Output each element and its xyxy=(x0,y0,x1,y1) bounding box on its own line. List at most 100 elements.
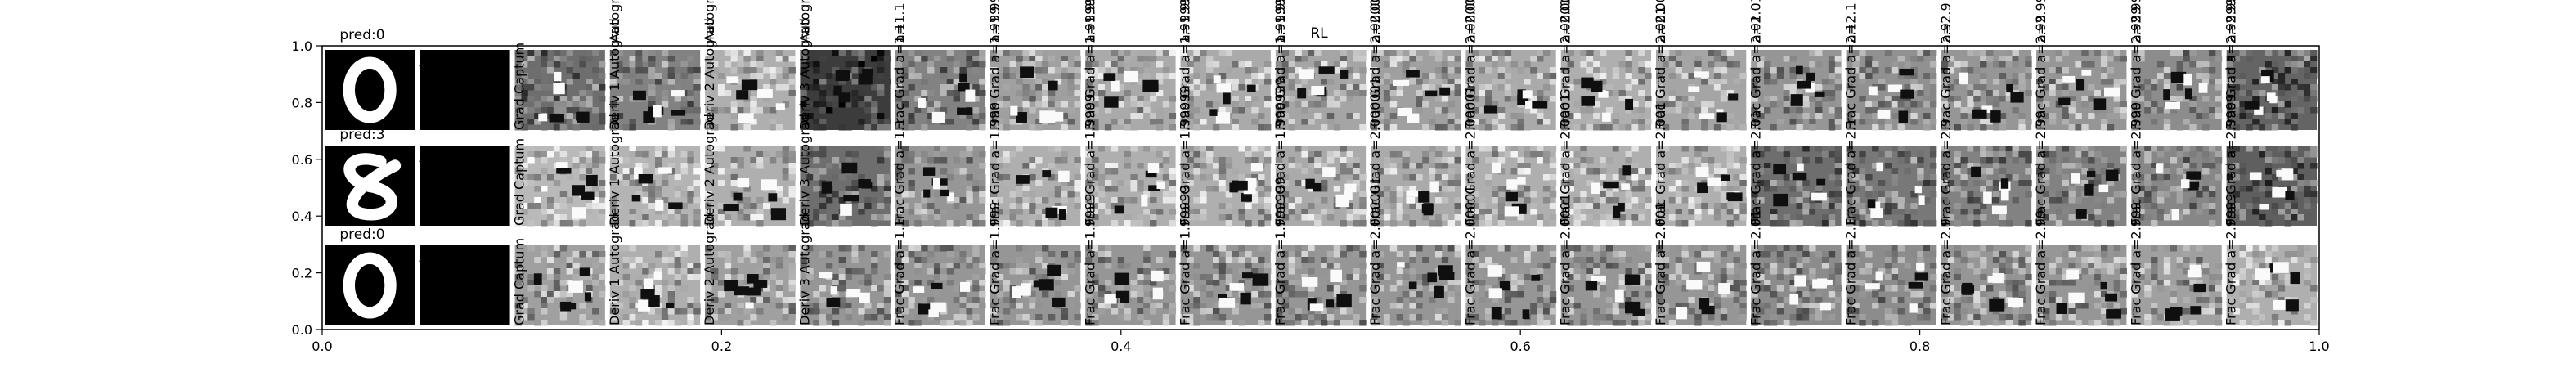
tile-r1-c11 xyxy=(1275,50,1367,131)
column-label-r1-c3: Grad Captum xyxy=(512,43,527,130)
tile-r2-c1 xyxy=(325,146,415,226)
tile-r3-c20 xyxy=(2131,245,2223,326)
y-tick-label: 0.6 xyxy=(292,152,312,168)
column-label-r2-c9: Frac Grad a=1.9999 xyxy=(1082,93,1097,226)
column-label-r3-c21: Frac Grad a=2.9999 xyxy=(2224,193,2239,325)
tile-r1-c8 xyxy=(990,50,1081,131)
column-label-r2-c16: Frac Grad a=2.01 xyxy=(1748,110,1763,226)
tile-r3-c13 xyxy=(1465,245,1557,326)
tile-r1-c2 xyxy=(420,50,510,130)
column-label-r2-c2: Zero Grad xyxy=(416,159,432,226)
digit-eight xyxy=(343,153,402,221)
y-tick-label: 0.4 xyxy=(292,209,312,224)
column-label-r2-c4: Deriv 1 Autograd xyxy=(607,114,622,226)
tile-r2-c4 xyxy=(609,146,701,227)
column-label-top-c15: a=2.001 xyxy=(1653,0,1668,43)
column-headers: Zero Grad Grad Captum Deriv 1 Autograd Deri… xyxy=(416,0,2238,325)
column-label-top-c6: Autograd xyxy=(797,0,812,43)
tile-r1-c7 xyxy=(895,50,986,131)
column-label-r3-c18: Frac Grad a=2.9 xyxy=(1938,218,1954,325)
tile-r2-c8 xyxy=(990,146,1081,227)
tile-r1-c20 xyxy=(2131,50,2223,131)
tile-r1-c3 xyxy=(514,50,606,131)
x-tick-label: 0.4 xyxy=(1111,339,1131,354)
tile-r2-c6 xyxy=(800,146,891,227)
column-label-r2-c8: Frac Grad a=1.999 xyxy=(987,102,1003,226)
column-label-r1-c2: Zero Grad xyxy=(416,64,432,130)
column-label-top-c10: a=1.99999 xyxy=(1178,0,1193,43)
column-label-r2-c3: Grad Captum xyxy=(512,138,527,226)
tile-r2-c16 xyxy=(1751,146,1842,227)
column-label-r3-c15: Frac Grad a=2.001 xyxy=(1653,202,1668,325)
tile-r3-c11 xyxy=(1275,245,1367,326)
column-label-r2-c19: Frac Grad a=2.99 xyxy=(2033,110,2049,226)
digit-zero xyxy=(343,56,397,123)
column-label-r2-c10: Frac Grad a=1.99999 xyxy=(1178,85,1193,226)
column-label-r2-c14: Frac Grad a=2.0001 xyxy=(1558,93,1573,226)
tile-r3-c4 xyxy=(609,245,701,326)
tile-r1-c12 xyxy=(1371,50,1461,131)
column-label-r3-c9: Frac Grad a=1.9999 xyxy=(1082,193,1097,325)
tile-r3-c15 xyxy=(1656,245,1747,326)
digit-zero xyxy=(343,252,397,319)
column-label-r3-c4: Deriv 1 Autograd xyxy=(607,213,622,325)
column-label-r3-c11: Frac Grad a=1.999999 xyxy=(1272,177,1288,325)
tile-r2-c19 xyxy=(2036,146,2127,227)
tile-r3-c14 xyxy=(1560,245,1652,326)
column-label-top-c8: a=1.999 xyxy=(987,0,1003,43)
column-label-r3-c19: Frac Grad a=2.99 xyxy=(2033,210,2049,325)
tile-r2-c9 xyxy=(1085,146,1177,227)
column-label-top-c9: a=1.9999 xyxy=(1082,0,1097,43)
tile-r3-c17 xyxy=(1846,245,1937,326)
row-title-3: pred:0 xyxy=(339,227,384,243)
tile-r2-c10 xyxy=(1180,146,1272,227)
column-label-r1-c10: Frac Grad a=1.99999 xyxy=(1178,0,1193,130)
tile-r1-c14 xyxy=(1560,50,1652,131)
tile-r2-c2 xyxy=(420,146,510,226)
column-label-r3-c7: Frac Grad a=1.1 xyxy=(892,218,908,325)
tile-r1-c10 xyxy=(1180,50,1272,131)
tile-r2-c14 xyxy=(1560,146,1652,227)
column-label-r2-c17: Frac Grad a=2.1 xyxy=(1843,119,1859,226)
tile-r1-c16 xyxy=(1751,50,1842,131)
column-label-top-c13: a=2.00001 xyxy=(1462,0,1478,43)
column-label-r1-c14: Frac Grad a=2.0001 xyxy=(1558,0,1573,130)
column-label-r3-c13: Frac Grad a=2.00001 xyxy=(1462,185,1478,325)
y-tick-label: 0.0 xyxy=(292,322,312,338)
figure-title: RL xyxy=(1310,25,1328,42)
column-label-r1-c19: Frac Grad a=2.99 xyxy=(2033,15,2049,130)
tile-r1-c17 xyxy=(1846,50,1937,131)
column-label-top-c18: a=2.9 xyxy=(1938,2,1954,43)
tile-r1-c13 xyxy=(1465,50,1557,131)
tile-r3-c3 xyxy=(514,245,606,326)
column-label-r1-c13: Frac Grad a=2.00001 xyxy=(1462,0,1478,130)
tile-r1-c15 xyxy=(1656,50,1747,131)
column-label-r2-c21: Frac Grad a=2.9999 xyxy=(2224,93,2239,226)
column-label-r1-c12: Frac Grad a=2.000001 xyxy=(1367,0,1383,130)
column-label-r2-c13: Frac Grad a=2.00001 xyxy=(1462,85,1478,226)
column-label-r3-c16: Frac Grad a=2.01 xyxy=(1748,210,1763,325)
column-label-top-c5: Autograd xyxy=(702,0,717,43)
column-label-r1-c21: Frac Grad a=2.9999 xyxy=(2224,0,2239,130)
tile-r1-c9 xyxy=(1085,50,1177,131)
column-label-r3-c6: Deriv 3 Autograd xyxy=(797,213,812,325)
column-label-r1-c18: Frac Grad a=2.9 xyxy=(1938,23,1954,130)
y-tick-label: 0.2 xyxy=(292,266,312,281)
x-tick-label: 0.2 xyxy=(711,339,732,354)
tile-r2-c13 xyxy=(1465,146,1557,227)
row-title-1: pred:0 xyxy=(339,27,384,43)
column-label-r1-c9: Frac Grad a=1.9999 xyxy=(1082,0,1097,130)
x-tick-label: 0.0 xyxy=(312,339,332,354)
column-label-r3-c2: Zero Grad xyxy=(416,259,432,325)
column-label-top-c11: a=1.999999 xyxy=(1272,0,1288,43)
tile-r2-c11 xyxy=(1275,146,1367,227)
x-tick-label: 0.8 xyxy=(1910,339,1930,354)
column-label-r3-c10: Frac Grad a=1.99999 xyxy=(1178,185,1193,325)
column-label-r2-c11: Frac Grad a=1.999999 xyxy=(1272,77,1288,226)
tile-r3-c19 xyxy=(2036,245,2127,326)
tile-r3-c6 xyxy=(800,245,891,326)
column-label-r1-c15: Frac Grad a=2.001 xyxy=(1653,7,1668,130)
y-axis: 0.0 0.2 0.4 0.6 0.8 1.0 xyxy=(292,38,322,338)
column-label-r3-c17: Frac Grad a=2.1 xyxy=(1843,218,1859,325)
tile-r1-c19 xyxy=(2036,50,2127,131)
